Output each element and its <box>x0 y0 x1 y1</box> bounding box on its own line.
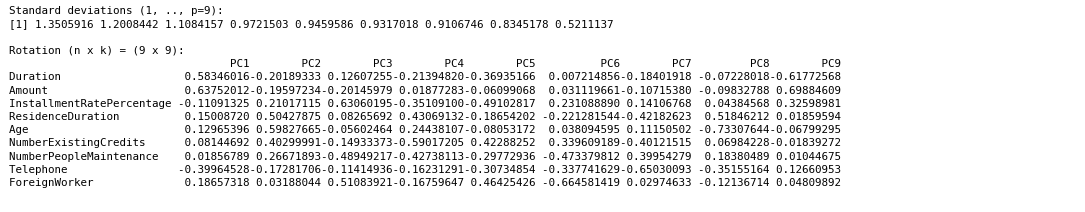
Text: Standard deviations (1, .., p=9):
[1] 1.3505916 1.2008442 1.1084157 0.9721503 0.: Standard deviations (1, .., p=9): [1] 1.… <box>9 6 841 188</box>
